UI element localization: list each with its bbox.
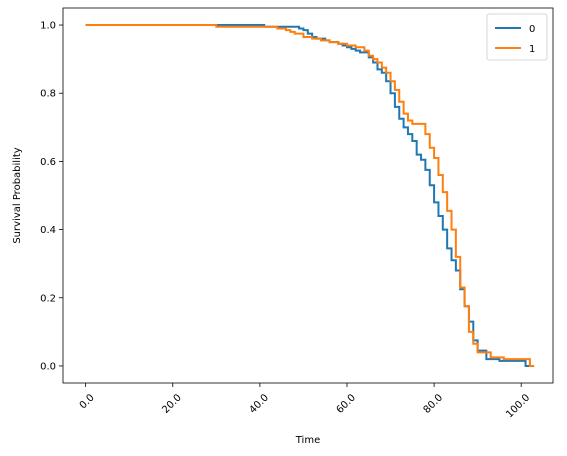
y-axis: 0.0 0.2 0.4 0.6 0.8 1.0 (40, 21, 63, 372)
y-tick-label: 0.2 (40, 293, 56, 304)
x-tick-label: 60.0 (335, 392, 359, 416)
series-layer (85, 24, 535, 367)
x-axis-label: Time (295, 435, 320, 446)
y-tick-label: 1.0 (40, 21, 56, 32)
y-tick-label: 0.0 (40, 361, 56, 372)
y-tick-label: 0.6 (40, 157, 56, 168)
x-tick-label: 40.0 (247, 392, 271, 416)
x-tick-label: 100.0 (504, 392, 532, 420)
series-line-1 (85, 24, 535, 367)
x-tick-label: 0.0 (78, 392, 97, 411)
y-tick-label: 0.4 (40, 225, 56, 236)
legend: 01 (486, 13, 548, 61)
x-axis: 0.0 20.0 40.0 60.0 80.0 100.0 (78, 383, 532, 420)
x-tick-label: 20.0 (160, 392, 184, 416)
legend-label-0: 0 (529, 24, 535, 35)
y-tick-label: 0.8 (40, 89, 56, 100)
legend-label-1: 1 (529, 44, 535, 55)
y-axis-label: Survival Probability (12, 147, 23, 243)
series-line-0 (85, 24, 530, 367)
x-tick-label: 80.0 (422, 392, 446, 416)
plot-frame (62, 7, 554, 384)
legend-frame (486, 13, 548, 61)
